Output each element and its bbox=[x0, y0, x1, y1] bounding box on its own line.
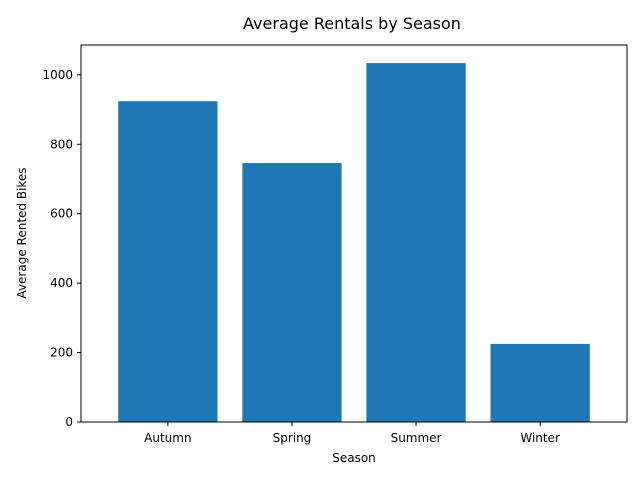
bar-winter bbox=[490, 343, 590, 422]
y-tick-label: 200 bbox=[50, 346, 73, 360]
bars-group bbox=[118, 63, 590, 422]
x-tick-label: Winter bbox=[520, 431, 560, 445]
bar-autumn bbox=[118, 101, 218, 422]
x-axis-label: Season bbox=[332, 451, 376, 465]
y-tick-label: 0 bbox=[65, 415, 73, 429]
chart-title: Average Rentals by Season bbox=[243, 14, 461, 33]
x-axis-ticks: Autumn Spring Summer Winter bbox=[144, 422, 560, 445]
bar-spring bbox=[242, 163, 342, 422]
y-tick-label: 400 bbox=[50, 276, 73, 290]
bar-summer bbox=[366, 63, 466, 422]
x-tick-label: Spring bbox=[273, 431, 312, 445]
y-axis-label: Average Rented Bikes bbox=[15, 167, 29, 298]
x-tick-label: Summer bbox=[391, 431, 442, 445]
y-tick-label: 1000 bbox=[42, 68, 73, 82]
y-axis-ticks: 0 200 400 600 800 1000 bbox=[42, 68, 81, 429]
x-tick-label: Autumn bbox=[144, 431, 191, 445]
y-tick-label: 600 bbox=[50, 207, 73, 221]
y-tick-label: 800 bbox=[50, 137, 73, 151]
plot-frame bbox=[80, 44, 628, 423]
